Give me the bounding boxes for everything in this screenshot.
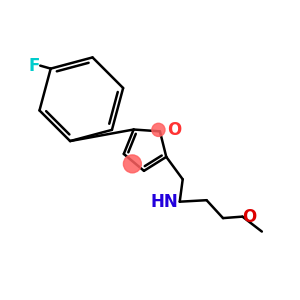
Text: F: F bbox=[28, 57, 40, 75]
Text: HN: HN bbox=[151, 193, 178, 211]
Circle shape bbox=[152, 123, 165, 136]
Circle shape bbox=[123, 155, 141, 173]
Text: O: O bbox=[242, 208, 256, 226]
Text: O: O bbox=[167, 121, 182, 139]
